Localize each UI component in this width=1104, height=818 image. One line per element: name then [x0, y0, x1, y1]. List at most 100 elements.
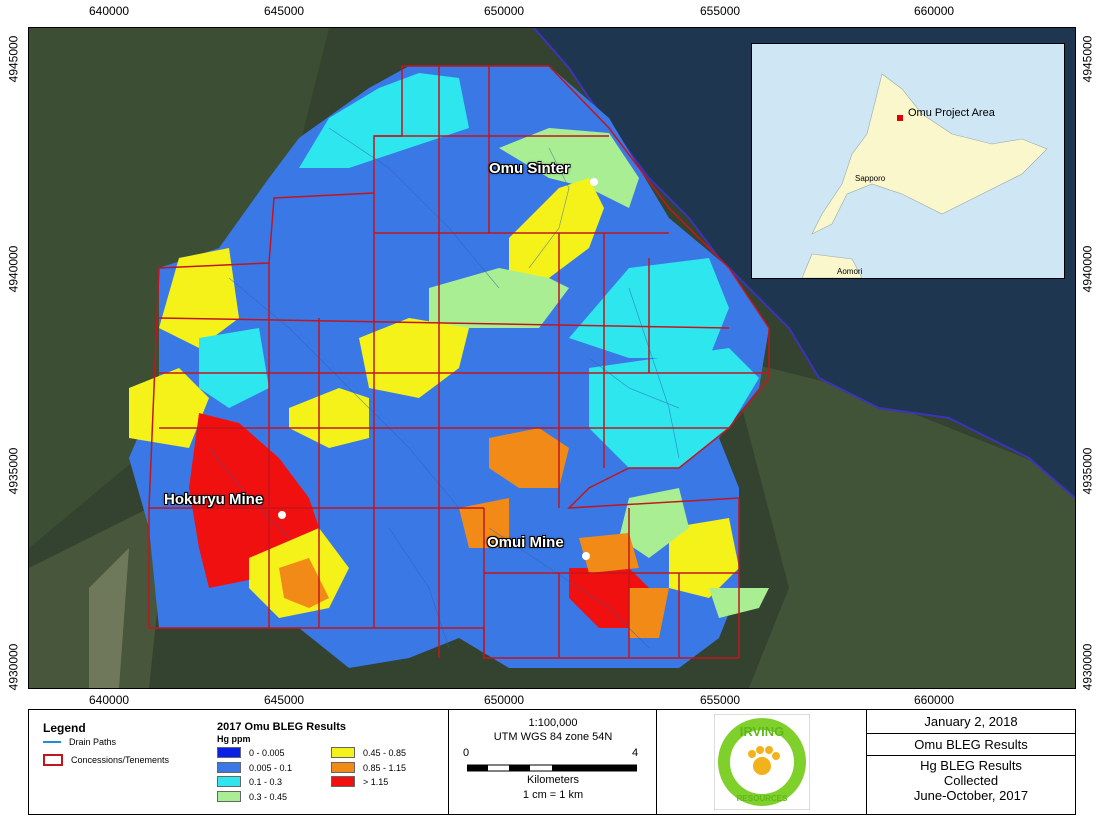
coord-bottom-650000: 650000 — [484, 693, 525, 707]
logo-paw-pad — [753, 757, 771, 775]
marker-omui-mine[interactable] — [582, 552, 590, 560]
hg-class-6: > 1.15 — [331, 776, 388, 787]
label-omui-mine: Omui Mine — [487, 534, 564, 551]
scale-bar-segment — [552, 765, 637, 771]
drain-path — [528, 147, 570, 269]
drain-path — [208, 447, 290, 539]
legend-concessions: Concessions/Tenements — [43, 754, 169, 766]
logo-paw-toe — [748, 750, 756, 758]
coastal-plain — [729, 358, 1075, 688]
marker-omu-sinter[interactable] — [590, 178, 598, 186]
coord-left-4945000: 4945000 — [6, 35, 21, 83]
inset-label-project-area: Omu Project Area — [908, 107, 995, 119]
hokkaido-landmass — [811, 73, 1048, 235]
info-line-3: June-October, 2017 — [913, 788, 1029, 803]
hg-swatch — [217, 747, 241, 758]
catchment-cyan-north — [299, 73, 469, 168]
legend-panel: Legend Drain Paths Concessions/Tenements… — [29, 710, 449, 814]
legend-drain-paths: Drain Paths — [43, 737, 116, 747]
catchment-green-sinter — [499, 128, 639, 208]
coord-top-650000: 650000 — [484, 4, 525, 18]
scale-ratio: 1:100,000 — [528, 717, 578, 729]
hg-class-label: > 1.15 — [363, 776, 389, 787]
hg-class-label: 0.45 - 0.85 — [363, 747, 407, 758]
coord-top-655000: 655000 — [700, 4, 741, 18]
project-area-marker[interactable] — [897, 115, 903, 121]
map-footer: Legend Drain Paths Concessions/Tenements… — [28, 709, 1076, 815]
hg-class-2: 0.1 - 0.3 — [217, 776, 282, 787]
hg-class-1: 0.005 - 0.1 — [217, 762, 292, 773]
scale-bar — [467, 764, 637, 772]
coord-right-4940000: 4940000 — [1080, 245, 1095, 293]
logo-top-text: IRVING — [740, 724, 785, 739]
coord-left-4935000: 4935000 — [6, 447, 21, 495]
legend-title: Legend — [43, 721, 86, 735]
marker-hokuryu-mine[interactable] — [278, 511, 286, 519]
legend-drain-paths-label: Drain Paths — [69, 737, 117, 747]
logo-panel: IRVING RESOURCES — [657, 710, 867, 814]
hg-class-4: 0.45 - 0.85 — [331, 747, 406, 758]
coord-bottom-655000: 655000 — [700, 693, 741, 707]
coord-bottom-640000: 640000 — [89, 693, 130, 707]
coord-right-4945000: 4945000 — [1080, 35, 1095, 83]
coord-top-645000: 645000 — [264, 4, 305, 18]
tenement-outline — [148, 65, 770, 659]
inset-canvas — [752, 44, 1064, 278]
logo-bottom-text: RESOURCES — [737, 794, 788, 803]
catchment-green-omui — [619, 488, 689, 558]
hg-class-label: 0 - 0.005 — [249, 747, 285, 758]
info-description: Hg BLEG Results Collected June-October, … — [867, 756, 1075, 814]
coord-top-640000: 640000 — [89, 4, 130, 18]
catchment-yellow-omui-east — [669, 518, 739, 598]
river-valley — [89, 548, 129, 688]
catchment-yellow-nw — [159, 248, 239, 348]
hg-class-5: 0.85 - 1.15 — [331, 762, 406, 773]
hg-class-label: 0.85 - 1.15 — [363, 762, 407, 773]
inset-map: Omu Project Area Sapporo Aomori — [751, 43, 1065, 279]
hg-swatch — [217, 791, 241, 802]
scale-unit: Kilometers — [527, 774, 579, 786]
hg-swatch — [217, 762, 241, 773]
drain-path — [628, 287, 680, 459]
catchment-orange-hokuryu — [279, 558, 329, 608]
drain-path — [588, 357, 680, 409]
catchment-yellow-sinter — [509, 178, 604, 278]
hg-class-label: 0.1 - 0.3 — [249, 776, 283, 787]
hg-swatch — [331, 747, 355, 758]
inset-label-aomori: Aomori — [837, 267, 863, 276]
coord-bottom-645000: 645000 — [264, 693, 305, 707]
label-hokuryu-mine: Hokuryu Mine — [164, 491, 264, 508]
catchment-orange-omui-center — [579, 533, 639, 573]
hg-class-0: 0 - 0.005 — [217, 747, 285, 758]
coord-right-4935000: 4935000 — [1080, 447, 1095, 495]
info-date: January 2, 2018 — [867, 710, 1075, 734]
catchment-green-mid — [429, 268, 569, 328]
coastline — [533, 28, 1075, 499]
info-line-2: Collected — [943, 773, 999, 788]
scale-conversion: 1 cm = 1 km — [522, 789, 584, 801]
hg-swatch — [331, 762, 355, 773]
coord-top-660000: 660000 — [914, 4, 955, 18]
logo-paw-toe — [772, 752, 780, 760]
drain-path — [328, 127, 500, 289]
logo-ring — [718, 718, 806, 806]
catchment-orange-omui-east — [629, 588, 669, 638]
scale-projection: UTM WGS 84 zone 54N — [493, 731, 613, 743]
legend-concessions-label: Concessions/Tenements — [71, 755, 170, 765]
hg-class-label: 0.005 - 0.1 — [249, 762, 293, 773]
logo-paw-toe — [756, 746, 764, 754]
hg-class-label: 0.3 - 0.45 — [249, 791, 288, 802]
catchment-yellow-west — [289, 388, 369, 448]
info-panel: January 2, 2018 Omu BLEG Results Hg BLEG… — [867, 710, 1075, 814]
irving-resources-logo: IRVING RESOURCES — [714, 714, 810, 810]
coord-right-4930000: 4930000 — [1080, 643, 1095, 691]
catchment-orange-central — [489, 428, 569, 488]
drain-path-swatch — [43, 741, 61, 743]
coord-left-4940000: 4940000 — [6, 245, 21, 293]
catchment-yellow-mid — [359, 318, 469, 398]
concession-swatch — [43, 754, 63, 766]
scale-bar-segment — [509, 765, 530, 771]
logo-paw-toe — [765, 746, 773, 754]
catchments — [129, 66, 769, 668]
label-omu-sinter: Omu Sinter — [489, 160, 570, 177]
